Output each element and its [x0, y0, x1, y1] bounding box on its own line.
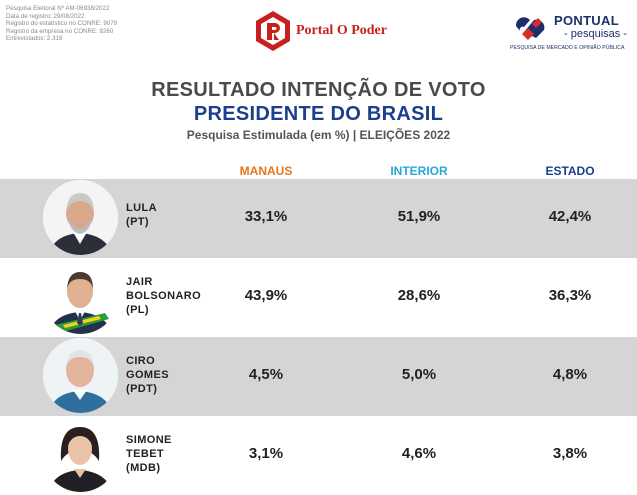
registry-line: Registro do estatístico no CONRE: 9079	[6, 20, 118, 28]
value-estado: 3,8%	[552, 445, 588, 462]
candidate-row-ciro: CIRO GOMES (PDT) 4,5% 5,0% 4,8%	[0, 337, 637, 416]
candidate-name-line: BOLSONARO	[126, 290, 202, 302]
pontual-tagline: PESQUISA DE MERCADO E OPINIÃO PÚBLICA	[510, 45, 625, 51]
candidate-name: SIMONE TEBET (MDB)	[126, 433, 172, 475]
value-manaus: 43,9%	[244, 287, 288, 304]
portal-o-poder-logo: Portal O Poder	[254, 8, 394, 54]
value-estado: 36,3%	[548, 287, 592, 304]
candidate-name: CIRO GOMES (PDT)	[126, 354, 169, 396]
value-interior: 28,6%	[397, 287, 441, 304]
candidate-name-line: CIRO	[126, 355, 156, 367]
registry-line: Data de registro: 29/08/2022	[6, 12, 85, 20]
column-header-manaus: MANAUS	[239, 164, 293, 178]
candidate-name-line: SIMONE	[126, 434, 172, 446]
candidate-name: LULA (PT)	[126, 201, 157, 229]
value-estado: 4,8%	[552, 366, 588, 383]
registry-info: Pesquisa Eleitoral Nº AM-06938/2022 Data…	[6, 5, 117, 43]
pontual-pesquisas-logo: PONTUAL - pesquisas - PESQUISA DE MERCAD…	[508, 12, 634, 58]
pontual-name: PONTUAL	[554, 13, 619, 28]
candidate-party: (PT)	[126, 216, 149, 228]
candidate-party: (PDT)	[126, 383, 158, 395]
candidate-row-lula: LULA (PT) 33,1% 51,9% 42,4%	[0, 179, 637, 258]
column-header-estado: ESTADO	[545, 164, 595, 178]
candidate-party: (PL)	[126, 304, 149, 316]
candidate-row-simone: SIMONE TEBET (MDB) 3,1% 4,6% 3,8%	[0, 416, 637, 495]
candidate-name-line: GOMES	[126, 369, 169, 381]
page-title: RESULTADO INTENÇÃO DE VOTO	[151, 79, 486, 101]
lula-photo	[43, 180, 118, 255]
pontual-sub: - pesquisas -	[564, 28, 627, 40]
candidate-name-line: JAIR	[126, 276, 153, 288]
candidate-name-line: LULA	[126, 202, 157, 214]
registry-line: Pesquisa Eleitoral Nº AM-06938/2022	[6, 5, 110, 12]
candidate-party: (MDB)	[126, 462, 161, 474]
candidate-row-bolsonaro: JAIR BOLSONARO (PL) 43,9% 28,6% 36,3%	[0, 258, 637, 337]
value-manaus: 33,1%	[244, 208, 288, 225]
value-manaus: 4,5%	[248, 366, 284, 383]
portal-o-poder-name: Portal O Poder	[296, 23, 387, 38]
value-interior: 4,6%	[401, 445, 437, 462]
page-title-office: PRESIDENTE DO BRASIL	[193, 103, 444, 125]
portal-o-poder-icon	[256, 11, 290, 51]
registry-line: Entrevistados: 2.318	[6, 35, 63, 43]
simone-photo	[43, 417, 118, 492]
column-header-interior: INTERIOR	[390, 164, 448, 178]
candidate-name-line: TEBET	[126, 448, 165, 460]
title-block: RESULTADO INTENÇÃO DE VOTO PRESIDENTE DO…	[0, 78, 637, 144]
bolsonaro-photo	[43, 259, 118, 334]
value-interior: 51,9%	[397, 208, 441, 225]
value-manaus: 3,1%	[248, 445, 284, 462]
registry-line: Registro da empresa no CONRE: 8260	[6, 27, 114, 35]
page-subtitle: Pesquisa Estimulada (em %) | ELEIÇÕES 20…	[186, 128, 451, 142]
candidate-name: JAIR BOLSONARO (PL)	[126, 275, 201, 317]
pontual-icon	[515, 17, 545, 40]
value-estado: 42,4%	[548, 208, 592, 225]
ciro-photo	[43, 338, 118, 413]
value-interior: 5,0%	[401, 366, 437, 383]
